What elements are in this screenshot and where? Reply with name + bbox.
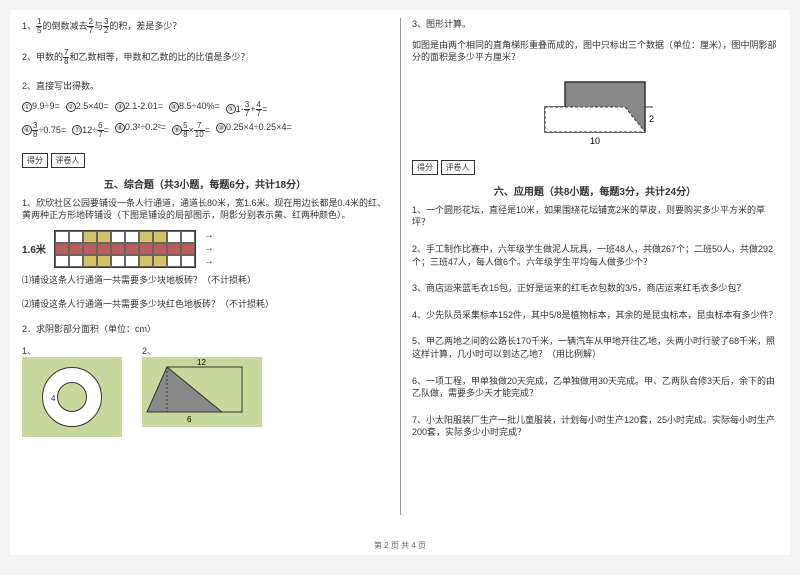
s5-q1a: ⑴铺设这条人行通道一共需要多少块地板砖？（不计损耗） [22, 274, 388, 287]
q2: 2、甲数的78和乙数相等，甲数和乙数的比的比值是多少？ [22, 49, 388, 66]
fig2-wrap: 2、 12 6 [142, 344, 262, 437]
left-column: 1、15的倒数减去27与32的积，差是多少？ 2、甲数的78和乙数相等，甲数和乙… [10, 10, 400, 555]
section5-title: 五、综合题（共3小题，每题6分，共计18分） [22, 176, 388, 191]
mental-row1: ①9.9÷9= ②2.5×40= ③2.1-2.01= ④8.5÷40%= ⑤1… [22, 101, 388, 118]
parallelogram-figure: 12 6 [142, 357, 262, 427]
arrow-icon: → [204, 256, 214, 267]
dim-6: 6 [187, 415, 192, 424]
q1-text: 1、 [22, 21, 36, 31]
s5-q2: 2．求阴影部分面积（单位：cm） [22, 323, 388, 336]
dim-4: 4 [51, 394, 55, 403]
page-footer: 第 2 页 共 4 页 [10, 540, 790, 551]
circle-figure: 4 [22, 357, 122, 437]
aq4: 4、少先队员采集标本152件，其中5/8是植物标本，其余的是昆虫标本，昆虫标本有… [412, 309, 778, 322]
label-1-6m: 1.6米 [22, 241, 46, 256]
aq6: 6、一项工程，甲单独做20天完成，乙单独做用30天完成。甲、乙两队合修3天后，余… [412, 375, 778, 400]
aq5: 5、甲乙两地之间的公路长170千米，一辆汽车从甲地开往乙地，头两小时行驶了68千… [412, 335, 778, 360]
fig1-label: 1、 [22, 344, 122, 357]
score-box: 得分 [22, 153, 48, 168]
tile-grid [54, 230, 196, 268]
dim-2: 2 [649, 114, 654, 124]
score-area-r: 得分 评卷人 [412, 160, 778, 177]
exam-page: 1、15的倒数减去27与32的积，差是多少？ 2、甲数的78和乙数相等，甲数和乙… [10, 10, 790, 555]
right-column: 3、图形计算。 如图是由两个相同的直角梯形重叠而成的，图中只标出三个数据（单位：… [400, 10, 790, 555]
arrows: → → → [204, 230, 214, 267]
section6-title: 六、应用题（共8小题，每题3分，共计24分） [412, 183, 778, 198]
dim-10: 10 [590, 136, 600, 146]
arrow-icon: → [204, 230, 214, 241]
reviewer-box: 评卷人 [51, 153, 85, 168]
num-1: ① [22, 102, 32, 112]
dim-12: 12 [197, 358, 206, 367]
trap-svg: 2 10 [535, 72, 655, 152]
q3-title: 3、图形计算。 [412, 18, 778, 31]
arrow-icon: → [204, 243, 214, 254]
s5-q1: 1、欣欣社区公园要铺设一条人行通道，通道长80米，宽1.6米。现在用边长都是0.… [22, 197, 388, 222]
aq1: 1、一个圆形花坛，直径是10米，如果围绕花坛铺宽2米的草皮，则要购买多少平方米的… [412, 204, 778, 229]
mental-row2: ⑥38÷0.75= ⑦12÷67= ⑧0.3²÷0.2²= ⑨58×710= ⑩… [22, 122, 388, 139]
trapezoid-figure: 2 10 [535, 72, 655, 152]
mental-calc-title: 2、直接写出得数。 [22, 80, 388, 93]
fig2-label: 2、 [142, 344, 262, 357]
tile-figure: 1.6米 → → → [22, 230, 388, 268]
score-area: 得分 评卷人 [22, 153, 388, 170]
figures-row: 1、 4 2、 12 6 [22, 344, 388, 437]
aq7: 7、小太阳服装厂生产一批儿童服装，计划每小时生产120套，25小时完成。实际每小… [412, 414, 778, 439]
q3-text: 如图是由两个相同的直角梯形重叠而成的，图中只标出三个数据（单位：厘米），图中阴影… [412, 39, 778, 64]
q1: 1、15的倒数减去27与32的积，差是多少？ [22, 18, 388, 35]
para-svg: 12 6 [142, 357, 262, 427]
aq3: 3、商店运来蓝毛衣15包，正好是运来的红毛衣包数的3/5，商店运来红毛衣多少包？ [412, 282, 778, 295]
fig1-wrap: 1、 4 [22, 344, 122, 437]
aq2: 2、手工制作比赛中，六年级学生做泥人玩具，一班48人，共做267个；二班50人，… [412, 243, 778, 268]
s5-q1b: ⑵铺设这条人行通道一共需要多少块红色地板砖？（不计损耗） [22, 298, 388, 311]
